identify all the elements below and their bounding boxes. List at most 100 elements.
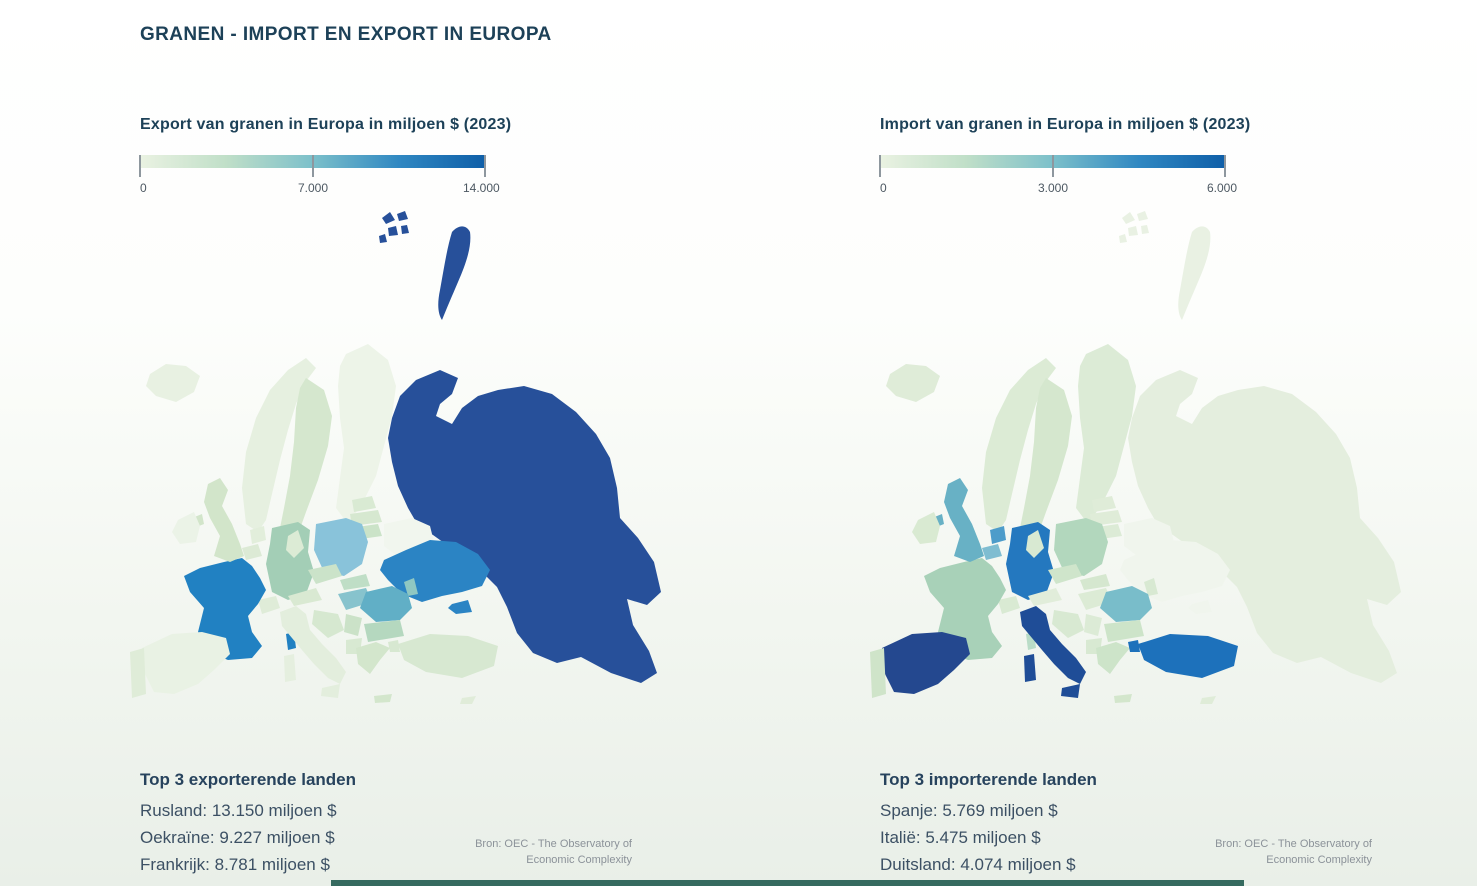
import-top3-heading: Top 3 importerende landen: [880, 770, 1097, 789]
legend-label-min: 0: [140, 181, 147, 195]
export-source-credit: Bron: OEC - The Observatory of Economic …: [475, 838, 632, 866]
country-novaya_zemlya: [1178, 226, 1211, 320]
export-panel: Export van granen in Europa in miljoen $…: [100, 110, 692, 874]
legend-label-min: 0: [880, 181, 887, 195]
country-belgium: [982, 544, 1002, 560]
country-crete: [1114, 694, 1132, 703]
country-czechia: [308, 564, 342, 584]
country-estonia: [352, 496, 376, 512]
country-turkey: [1128, 634, 1238, 678]
country-latvia: [1090, 510, 1122, 526]
country-ireland: [172, 512, 200, 544]
country-poland: [314, 518, 368, 576]
country-sweden: [1018, 378, 1072, 554]
country-serbia: [344, 614, 362, 636]
export-top3: Top 3 exporterende landen Rusland: 13.15…: [140, 770, 560, 878]
country-italy: [1020, 606, 1086, 684]
country-greece: [1096, 642, 1130, 674]
country-italy: [280, 606, 346, 684]
legend-tick-max: [1224, 155, 1226, 177]
country-czechia: [1048, 564, 1082, 584]
country-sardinia: [284, 654, 296, 682]
import-subtitle: Import van granen in Europa in miljoen $…: [880, 116, 1251, 133]
country-bulgaria: [1104, 620, 1144, 642]
country-russia: [388, 370, 661, 683]
import-top3-item-1: Spanje: 5.769 miljoen $: [880, 801, 1058, 820]
country-crete: [374, 694, 392, 703]
country-belgium: [242, 544, 262, 560]
country-romania: [360, 586, 412, 622]
country-croatia_bosnia: [1052, 610, 1084, 638]
country-russia: [1128, 370, 1401, 683]
country-sicily: [321, 684, 340, 698]
country-germany: [1006, 522, 1054, 600]
legend-tick-mid: [1052, 155, 1054, 177]
country-svalbard: [379, 211, 409, 243]
country-denmark: [1026, 530, 1044, 558]
import-legend: 0 3.000 6.000: [879, 155, 1237, 197]
country-iceland: [886, 364, 940, 402]
footer-accent-bar: [331, 880, 1244, 886]
country-netherlands: [990, 526, 1006, 544]
import-map-container: [840, 202, 1420, 768]
country-switzerland: [258, 596, 280, 614]
import-panel: Import van granen in Europa in miljoen $…: [840, 110, 1432, 874]
country-novaya_zemlya: [438, 226, 471, 320]
legend-tick-min: [879, 155, 881, 177]
country-romania: [1100, 586, 1152, 622]
country-latvia: [350, 510, 382, 526]
legend-label-mid: 3.000: [1037, 181, 1069, 195]
country-serbia: [1084, 614, 1102, 636]
export-top3-item-1: Rusland: 13.150 miljoen $: [140, 801, 337, 820]
country-finland: [1076, 344, 1136, 524]
country-sardinia: [1024, 654, 1036, 682]
export-legend: 0 7.000 14.000: [139, 155, 500, 197]
country-denmark: [286, 530, 304, 558]
export-top3-heading: Top 3 exporterende landen: [140, 770, 357, 789]
country-cyprus: [1200, 696, 1216, 704]
country-moldova: [404, 578, 418, 596]
country-switzerland: [998, 596, 1020, 614]
legend-tick-mid: [312, 155, 314, 177]
country-poland: [1054, 518, 1108, 576]
import-top3-item-2: Italië: 5.475 miljoen $: [880, 828, 1041, 847]
country-norway: [982, 358, 1056, 532]
legend-tick-max: [484, 155, 486, 177]
country-portugal: [870, 648, 886, 698]
export-top3-item-2: Oekraïne: 9.227 miljoen $: [140, 828, 335, 847]
country-uk: [192, 478, 244, 562]
export-choropleth-map: [130, 211, 661, 704]
legend-label-mid: 7.000: [297, 181, 329, 195]
country-sweden: [278, 378, 332, 554]
country-slovakia: [340, 574, 370, 590]
country-netherlands: [250, 526, 266, 544]
country-moldova: [1144, 578, 1158, 596]
country-austria: [1028, 588, 1062, 606]
country-ireland: [912, 512, 940, 544]
export-map-container: [100, 202, 680, 768]
country-germany: [266, 522, 314, 600]
page-title: GRANEN - IMPORT EN EXPORT IN EUROPA: [140, 24, 552, 45]
country-uk: [932, 478, 984, 562]
legend-label-max: 6.000: [1206, 181, 1238, 195]
import-source-credit: Bron: OEC - The Observatory of Economic …: [1215, 838, 1372, 866]
legend-tick-min: [139, 155, 141, 177]
country-croatia_bosnia: [312, 610, 344, 638]
country-finland: [336, 344, 396, 524]
import-choropleth-map: [870, 211, 1401, 704]
country-turkey: [388, 634, 498, 678]
country-svalbard: [1119, 211, 1149, 243]
export-top3-item-3: Frankrijk: 8.781 miljoen $: [140, 855, 330, 874]
country-cyprus: [460, 696, 476, 704]
country-iceland: [146, 364, 200, 402]
country-norway: [242, 358, 316, 532]
country-bulgaria: [364, 620, 404, 642]
export-subtitle: Export van granen in Europa in miljoen $…: [140, 116, 512, 133]
country-spain: [882, 632, 970, 694]
country-portugal: [130, 648, 146, 698]
country-estonia: [1092, 496, 1116, 512]
country-spain: [142, 632, 230, 694]
legend-label-max: 14.000: [462, 181, 500, 195]
country-slovakia: [1080, 574, 1110, 590]
country-greece: [356, 642, 390, 674]
